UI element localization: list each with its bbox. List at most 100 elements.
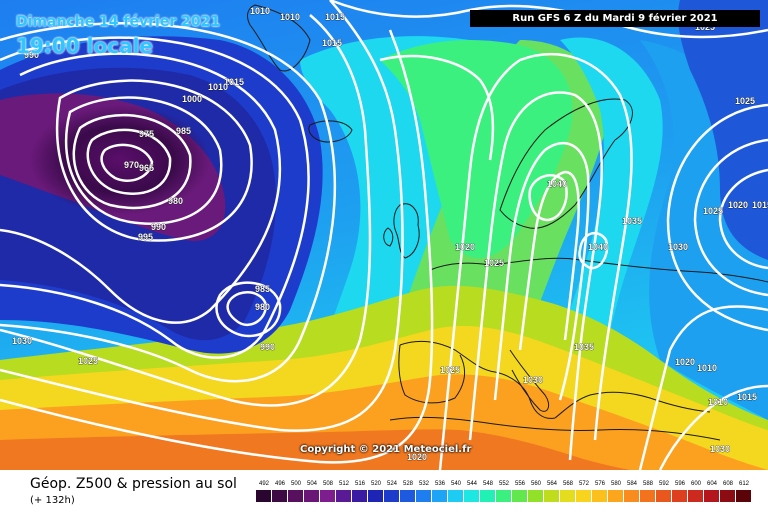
legend-tick-label: 492 [259,481,270,487]
legend-color-swatch [304,490,319,502]
forecast-date: Dimanche 14 février 2021 [16,14,221,30]
legend-tick-label: 516 [355,481,366,487]
isobar-label: 1030 [710,444,730,454]
legend-color-swatch [640,490,655,502]
isobar-label: 1010 [250,6,270,16]
legend-color-swatch [416,490,431,502]
dark-orange-band [0,429,630,470]
legend-color-swatch [480,490,495,502]
legend-color-swatch [320,490,335,502]
isobar-1035-ridge [518,170,580,351]
legend-color-swatch [720,490,735,502]
legend-color-swatch [576,490,591,502]
isobar-label: 1040 [588,242,608,252]
isobar-990 [0,52,282,324]
blue-northeast [678,0,768,260]
map-footer: Géop. Z500 & pression au sol (+ 132h) 49… [0,470,768,512]
legend-tick-label: 504 [307,481,318,487]
isobar-965 [100,143,154,182]
isobar-1040 [528,174,568,222]
legend-color-swatch [560,490,575,502]
isobar-label: 1040 [547,179,567,189]
isobar-north-2 [379,54,495,161]
isobar-label: 1035 [622,216,642,226]
legend-color-swatch [592,490,607,502]
scandinavia [499,98,633,229]
footer-title: Géop. Z500 & pression au sol [30,476,237,492]
isobar-label: 1030 [668,242,688,252]
legend-tick-label: 600 [691,481,702,487]
legend-tick-label: 588 [643,481,654,487]
legend-tick-label: 584 [627,481,638,487]
legend-tick-label: 604 [707,481,718,487]
isobar-975 [72,113,192,210]
legend-tick-label: 496 [275,481,286,487]
color-scale-legend: 492 496 500 504 508 512 516 520 524 528 532 536 540 5… [256,481,751,502]
isobar-1040-east [578,231,609,270]
legend-tick-label: 568 [563,481,574,487]
isobar-label: 1020 [728,200,748,210]
isobar-1000 [0,22,337,383]
isobar-label: 1025 [78,356,98,366]
isobar-label: 1010 [708,397,728,407]
isobar-label: 1015 [737,392,757,402]
isobar-label: 1015 [752,200,768,210]
isobar-label: 970 [124,160,139,170]
legend-tick-label: 556 [515,481,526,487]
legend-tick-label: 564 [547,481,558,487]
isobar-label: 1025 [440,365,460,375]
isobar-lines [0,0,768,470]
isobar-label: 980 [255,302,270,312]
isobar-label: 1010 [697,363,717,373]
isobar-label: 1020 [407,452,427,462]
legend-tick-label: 580 [611,481,622,487]
legend-tick-label: 572 [579,481,590,487]
isobar-label: 1035 [574,342,594,352]
legend-color-swatch [528,490,543,502]
isobar-995 [0,36,310,359]
legend-color-swatch [624,490,639,502]
legend-color-swatch [496,490,511,502]
iberia [398,344,466,404]
isobar-985-small [215,281,282,338]
isobar-east-5 [658,384,768,470]
isobar-label: 1025 [735,96,755,106]
copyright-notice: Copyright © 2021 Meteociel.fr [300,444,472,455]
legend-color-swatch [512,490,527,502]
isobar-label: 965 [139,163,154,173]
legend-color-swatch [368,490,383,502]
isobar-label: 1015 [224,77,244,87]
isobar-970 [86,128,172,195]
legend-tick-label: 508 [323,481,334,487]
isobar-1010 [0,0,404,432]
legend-tick-label: 548 [483,481,494,487]
isobar-label: 985 [176,126,191,136]
british-isles [383,203,420,259]
legend-color-swatch [400,490,415,502]
run-banner: Run GFS 6 Z du Mardi 9 février 2021 [470,10,760,27]
isobar-label: 980 [168,196,183,206]
legend-color-swatch [608,490,623,502]
footer-subtitle: (+ 132h) [30,495,75,506]
forecast-time: 19:00 locale [16,34,153,58]
legend-color-swatch [544,490,559,502]
isobar-1020-ridge [438,52,633,470]
isobar-label: 1025 [703,206,723,216]
isobar-east-2 [693,138,768,297]
isobar-label: 975 [139,129,154,139]
isobar-east-1 [718,168,768,270]
isobar-980-small [226,291,268,327]
isobar-label: 985 [255,284,270,294]
legend-color-swatch [432,490,447,502]
legend-tick-label: 596 [675,481,686,487]
legend-tick-label: 500 [291,481,302,487]
isobar-980 [64,96,223,225]
isobar-985 [55,79,253,242]
legend-color-swatch [672,490,687,502]
isobar-label: 1025 [695,22,715,32]
legend-color-swatch [384,490,399,502]
isobar-label: 1030 [12,336,32,346]
legend-color-swatch [688,490,703,502]
